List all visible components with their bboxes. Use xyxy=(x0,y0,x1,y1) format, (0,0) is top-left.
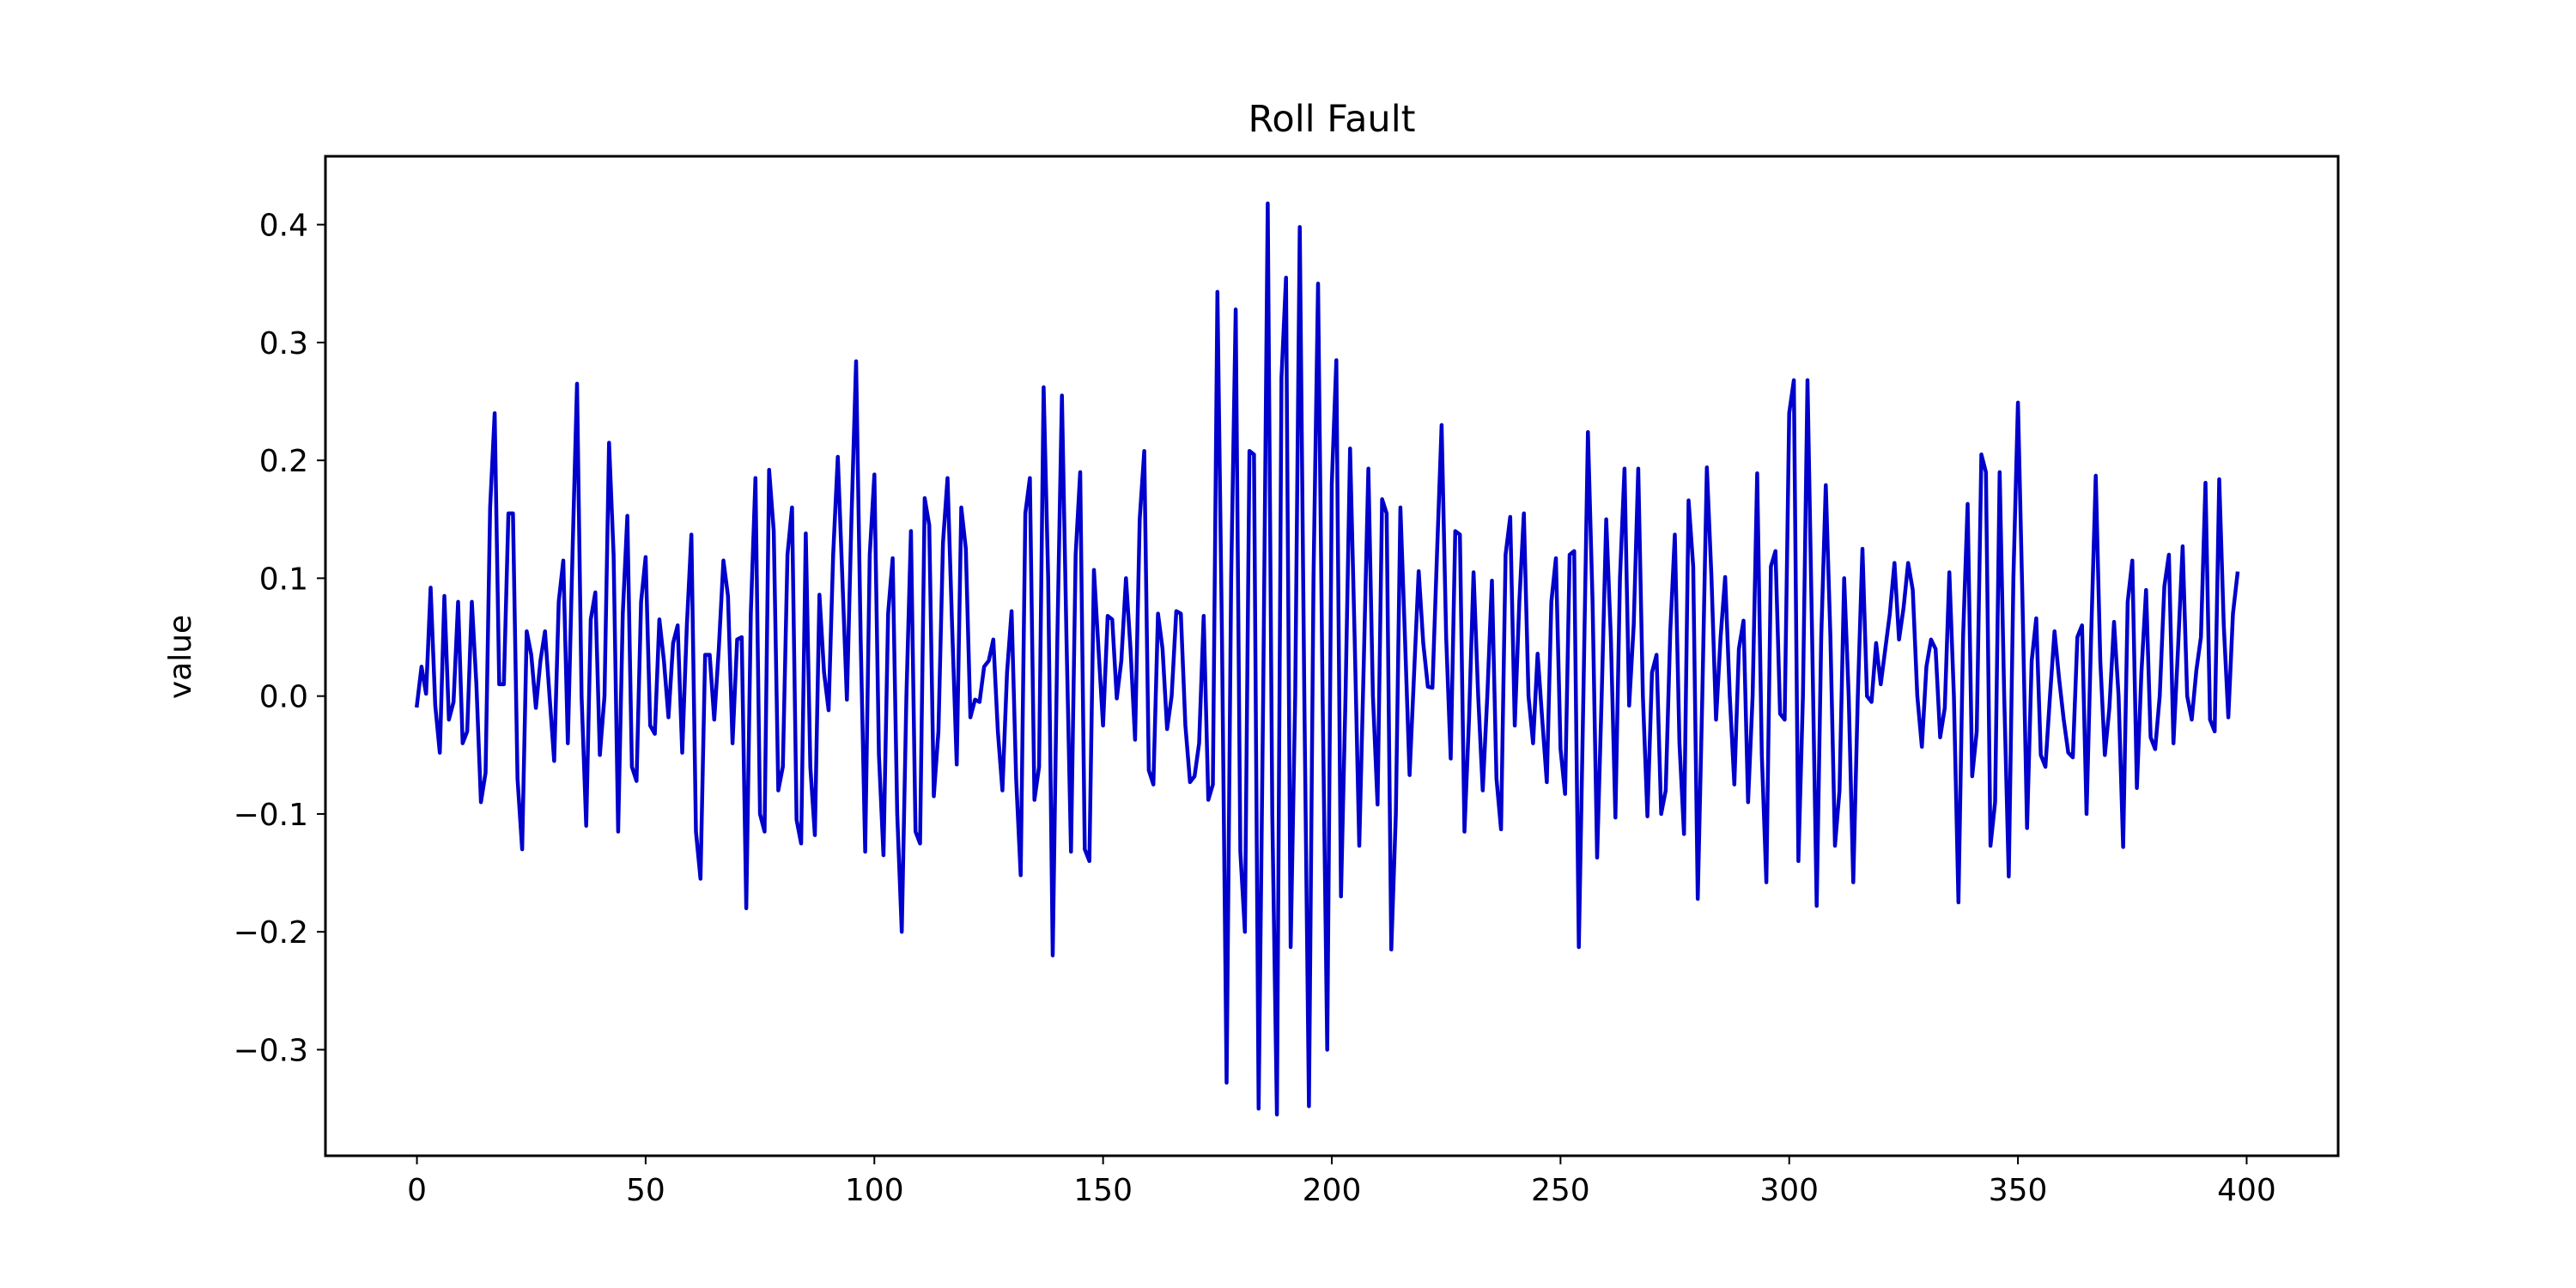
y-tick-label: 0.2 xyxy=(259,444,308,479)
y-tick-label: −0.1 xyxy=(234,798,308,833)
plot-area xyxy=(414,201,2240,1117)
y-tick-label: 0.3 xyxy=(259,326,308,361)
x-tick-label: 350 xyxy=(1989,1173,2048,1208)
series-line xyxy=(414,201,2240,1117)
y-tick-label: 0.1 xyxy=(259,562,308,597)
x-tick-label: 150 xyxy=(1073,1173,1133,1208)
x-tick-label: 200 xyxy=(1303,1173,1362,1208)
y-tick-label: 0.0 xyxy=(259,680,308,715)
y-tick-label: −0.2 xyxy=(234,915,308,951)
x-tick-label: 100 xyxy=(845,1173,904,1208)
x-tick-label: 250 xyxy=(1531,1173,1590,1208)
chart-title: Roll Fault xyxy=(1248,98,1415,141)
plot-frame xyxy=(324,155,2340,1157)
x-tick-label: 400 xyxy=(2217,1173,2276,1208)
y-tick-label: −0.3 xyxy=(234,1033,308,1068)
y-tick-label: 0.4 xyxy=(259,209,308,244)
x-tick-label: 300 xyxy=(1759,1173,1819,1208)
y-axis-label: value xyxy=(163,615,198,699)
x-tick-label: 0 xyxy=(407,1173,427,1208)
x-tick-label: 50 xyxy=(626,1173,665,1208)
tick-layer: 0 50 100 150 200 250 300 350 400 −0.3 −0.2 −0.1 0.0 0… xyxy=(234,209,2276,1208)
